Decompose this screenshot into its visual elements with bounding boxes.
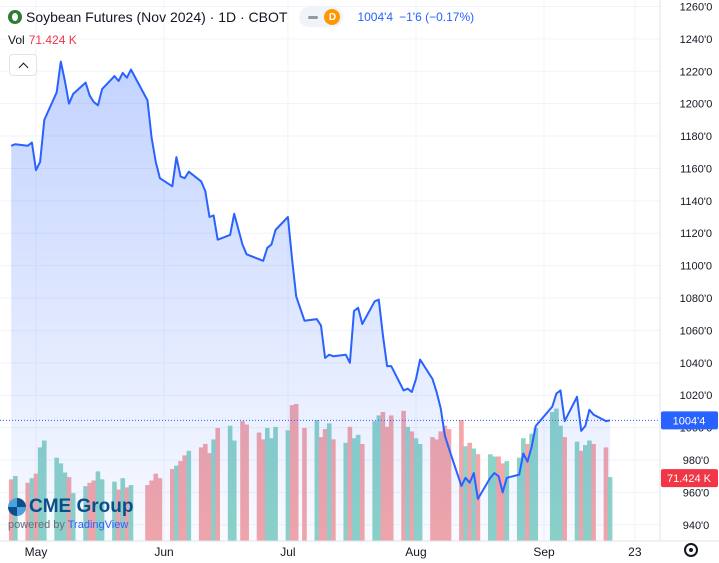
y-tick-label: 1180'0 [680, 131, 712, 143]
powered-brand: TradingView [67, 519, 129, 531]
last-price-badge-label: 1004'4 [673, 415, 706, 427]
y-tick-label: 1060'0 [680, 325, 713, 337]
cme-globe-icon [8, 498, 26, 516]
y-tick-label: 1080'0 [680, 293, 713, 305]
powered-by: powered by TradingView [8, 519, 134, 531]
x-tick-label: Jun [154, 545, 173, 559]
y-tick-label: 1040'0 [680, 358, 713, 370]
collapse-legend-button[interactable] [9, 54, 37, 76]
price-readout: 1004'4 −1'6 (−0.17%) [357, 10, 480, 24]
price-area [11, 61, 611, 541]
y-tick-label: 1020'0 [680, 390, 713, 402]
last-price-badge [661, 411, 718, 430]
y-tick-label: 1260'0 [680, 1, 713, 13]
y-tick-label: 1140'0 [680, 196, 712, 208]
y-axis[interactable]: 940'0960'0980'01000'01020'01040'01060'01… [659, 0, 713, 541]
x-tick-label: May [25, 545, 48, 559]
powered-prefix: powered by [8, 519, 65, 531]
data-badge[interactable]: D [324, 9, 341, 25]
x-axis[interactable]: May Jun Jul Aug Sep 23 [0, 540, 719, 559]
brand-name: CME Group [29, 496, 134, 517]
volume-bar [459, 419, 464, 541]
volume-badge [661, 469, 718, 488]
y-tick-label: 1200'0 [680, 99, 713, 111]
minus-icon[interactable] [302, 10, 324, 24]
x-tick-label: Sep [533, 545, 555, 559]
symbol-title[interactable]: Soybean Futures (Nov 2024) · 1D · CBOT [26, 9, 288, 25]
price-line [0, 60, 660, 500]
chart-header: Soybean Futures (Nov 2024) · 1D · CBOT D… [8, 7, 480, 27]
y-tick-label: 960'0 [683, 487, 710, 499]
axis-badges: 1004'4 71.424 K [661, 411, 718, 488]
volume-value: 71.424 K [28, 33, 77, 47]
price-line-path [10, 60, 611, 500]
x-tick-label: 23 [628, 545, 642, 559]
y-tick-label: 940'0 [683, 520, 710, 532]
y-tick-label: 1220'0 [680, 66, 713, 78]
y-tick-label: 1160'0 [680, 163, 712, 175]
x-tick-label: Aug [405, 545, 426, 559]
x-tick-label: Jul [280, 545, 295, 559]
exchange-logo-icon [8, 10, 22, 24]
y-tick-label: 1100'0 [680, 261, 712, 273]
interval-pill[interactable]: D [299, 7, 344, 27]
last-price: 1004'4 [357, 10, 394, 24]
price-area-fill [11, 61, 611, 541]
brand-logo: CME Group [8, 496, 134, 518]
y-tick-label: 980'0 [683, 455, 710, 467]
volume-legend: Vol 71.424 K [8, 33, 77, 47]
volume-label: Vol [8, 33, 25, 47]
price-change: −1'6 (−0.17%) [399, 10, 475, 24]
brand-watermark: CME Group powered by TradingView [8, 496, 134, 531]
y-tick-label: 1120'0 [680, 228, 712, 240]
settings-gear-icon[interactable] [684, 543, 698, 557]
y-tick-label: 1240'0 [680, 34, 713, 46]
volume-badge-label: 71.424 K [667, 473, 712, 485]
